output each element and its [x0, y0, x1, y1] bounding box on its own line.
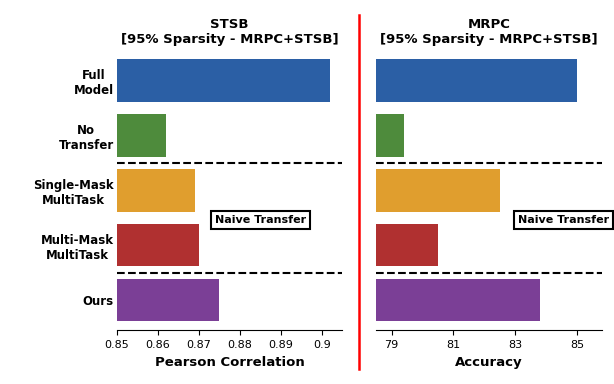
Bar: [117, 114, 166, 157]
Bar: [376, 278, 540, 321]
Bar: [376, 114, 404, 157]
Bar: [117, 169, 195, 212]
Text: Naive Transfer: Naive Transfer: [518, 215, 610, 225]
Bar: [117, 223, 199, 266]
Title: STSB
[95% Sparsity - MRPC+STSB]: STSB [95% Sparsity - MRPC+STSB]: [121, 18, 338, 46]
X-axis label: Accuracy: Accuracy: [455, 356, 523, 369]
X-axis label: Pearson Correlation: Pearson Correlation: [155, 356, 305, 369]
Title: MRPC
[95% Sparsity - MRPC+STSB]: MRPC [95% Sparsity - MRPC+STSB]: [380, 18, 597, 46]
Bar: [376, 59, 577, 102]
Bar: [376, 223, 438, 266]
Bar: [117, 278, 219, 321]
Bar: [117, 59, 330, 102]
Text: Naive Transfer: Naive Transfer: [215, 215, 306, 225]
Bar: [376, 169, 500, 212]
